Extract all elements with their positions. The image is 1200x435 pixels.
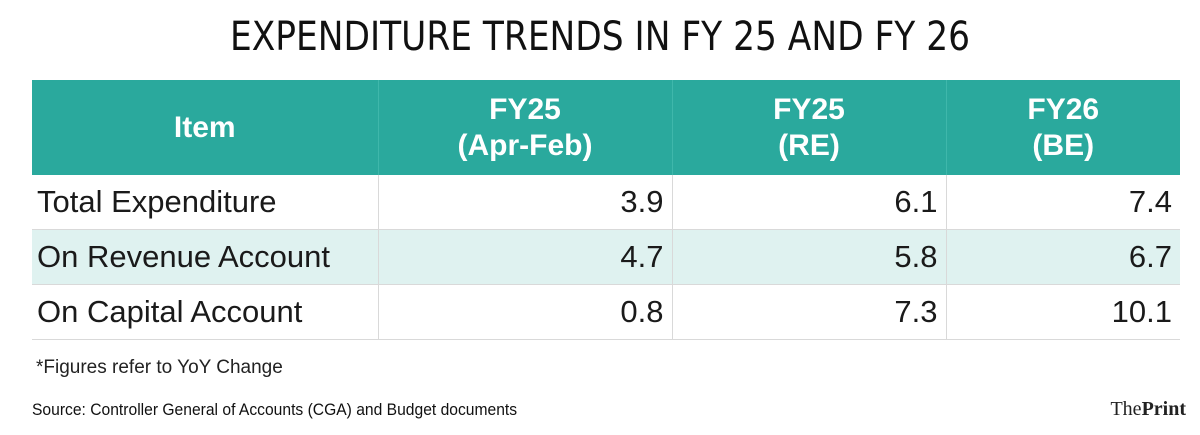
table-cell: 0.8 xyxy=(377,284,672,340)
table-cell: 4.7 xyxy=(377,229,672,285)
table-cell: 6.7 xyxy=(945,229,1180,285)
table-cell: 7.3 xyxy=(671,284,946,340)
source-note: Source: Controller General of Accounts (… xyxy=(32,400,518,419)
header-fy26-be-line2: (BE) xyxy=(1032,128,1095,162)
row-label: On Revenue Account xyxy=(32,229,378,285)
table-cell: 5.8 xyxy=(671,229,946,285)
table-row-capital-account: On Capital Account 0.8 7.3 10.1 xyxy=(32,284,1180,340)
header-item: Item xyxy=(32,80,378,175)
header-item-label: Item xyxy=(173,110,236,144)
chart-title: EXPENDITURE TRENDS IN FY 25 AND FY 26 xyxy=(229,14,971,60)
table-cell: 6.1 xyxy=(671,175,946,230)
header-fy25-re-line1: FY25 xyxy=(773,92,845,126)
header-row: Item FY25 (Apr-Feb) FY25 (RE) FY26 (BE) xyxy=(32,80,1180,175)
table-cell: 3.9 xyxy=(377,175,672,230)
row-label: Total Expenditure xyxy=(32,175,378,230)
brand-logo: ThePrint xyxy=(1110,398,1186,421)
brand-logo-part2: Print xyxy=(1141,398,1186,420)
header-fy25-re: FY25 (RE) xyxy=(671,80,946,175)
table-row-total-expenditure: Total Expenditure 3.9 6.1 7.4 xyxy=(32,175,1180,230)
brand-logo-part1: The xyxy=(1110,398,1142,420)
header-fy25-apr-feb-line1: FY25 xyxy=(489,92,561,126)
table-cell: 10.1 xyxy=(945,284,1180,340)
table-cell: 7.4 xyxy=(945,175,1180,230)
header-fy26-be-line1: FY26 xyxy=(1027,92,1100,126)
header-fy25-apr-feb: FY25 (Apr-Feb) xyxy=(377,80,672,175)
footnote: *Figures refer to YoY Change xyxy=(36,357,283,378)
table-row-revenue-account: On Revenue Account 4.7 5.8 6.7 xyxy=(32,229,1180,285)
header-fy25-re-line2: (RE) xyxy=(778,128,840,162)
expenditure-table: Item FY25 (Apr-Feb) FY25 (RE) FY26 (BE) … xyxy=(32,80,1180,340)
header-fy25-apr-feb-line2: (Apr-Feb) xyxy=(457,128,593,162)
header-fy26-be: FY26 (BE) xyxy=(945,80,1180,175)
row-label: On Capital Account xyxy=(32,284,378,340)
